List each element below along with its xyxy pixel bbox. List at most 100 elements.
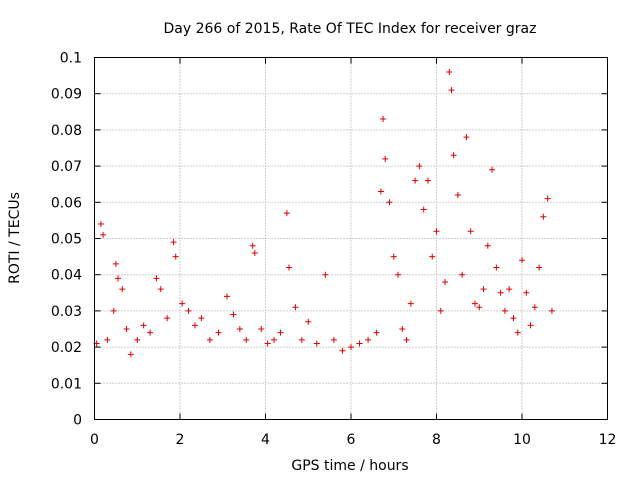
data-point [123, 326, 130, 332]
x-tick-label: 8 [432, 432, 441, 448]
data-point [251, 249, 258, 256]
data-point [243, 336, 250, 343]
data-point [153, 275, 160, 282]
points-layer [93, 68, 555, 358]
data-point [191, 322, 198, 329]
data-point [115, 275, 122, 282]
data-point [373, 329, 380, 336]
data-point [519, 257, 525, 264]
data-point [110, 307, 117, 314]
data-point [97, 221, 104, 228]
data-point [446, 68, 453, 75]
data-point [127, 351, 134, 358]
data-point [412, 177, 419, 184]
data-point [420, 206, 427, 213]
data-point [382, 155, 389, 162]
data-point [185, 307, 192, 314]
y-tick-label: 0.02 [51, 340, 82, 356]
data-point [448, 87, 455, 94]
data-point [100, 231, 107, 238]
chart-title: Day 266 of 2015, Rate Of TEC Index for r… [164, 21, 537, 37]
grid-layer [94, 57, 608, 420]
data-point [514, 329, 521, 336]
data-point [119, 286, 126, 293]
data-point [236, 326, 243, 332]
data-point [258, 326, 265, 332]
data-point [510, 315, 517, 322]
data-point [450, 152, 457, 159]
data-point [170, 239, 177, 246]
data-point [164, 315, 171, 322]
data-point [277, 329, 284, 336]
data-point [454, 192, 461, 199]
data-point [179, 300, 186, 307]
data-point [386, 199, 393, 206]
data-point [493, 264, 500, 271]
data-point [429, 253, 436, 260]
data-point [305, 318, 312, 325]
data-point [215, 329, 222, 336]
data-point [437, 307, 444, 314]
data-point [424, 177, 431, 184]
data-point [476, 304, 483, 311]
data-point [497, 289, 504, 296]
data-point [157, 286, 164, 293]
data-point [523, 289, 530, 296]
data-point [536, 264, 543, 271]
data-point [467, 228, 474, 235]
data-point [463, 134, 470, 141]
data-point [249, 242, 256, 249]
y-tick-label: 0.08 [51, 123, 82, 139]
y-tick-label: 0.09 [51, 87, 82, 103]
y-tick-label: 0.03 [51, 304, 82, 320]
data-point [172, 253, 179, 260]
data-point [356, 340, 363, 347]
x-tick-label: 6 [347, 432, 356, 448]
data-point [501, 307, 508, 314]
data-point [224, 293, 231, 300]
data-point [322, 271, 329, 278]
y-tick-label: 0.01 [51, 376, 82, 392]
y-tick-labels: 0 0.01 0.02 0.03 0.04 0.05 0.06 0.07 0.08 0.09 0.1 [51, 51, 82, 429]
data-point [134, 336, 141, 343]
x-axis-label: GPS time / hours [291, 458, 408, 474]
data-point [286, 264, 293, 271]
data-point [540, 213, 547, 220]
data-point [348, 344, 354, 351]
data-point [206, 336, 213, 343]
x-tick-labels: 0 2 4 6 8 10 12 [90, 432, 616, 448]
y-tick-label: 0.06 [51, 195, 82, 211]
data-point [527, 322, 534, 329]
data-point [365, 336, 372, 343]
data-point [390, 253, 397, 260]
data-point [292, 304, 299, 311]
data-point [433, 228, 440, 235]
data-point [140, 322, 147, 329]
data-point [399, 326, 406, 332]
data-point [283, 210, 290, 217]
y-tick-label: 0.04 [51, 268, 82, 284]
data-point [416, 163, 423, 170]
tick-layer [94, 57, 608, 420]
data-point [442, 278, 449, 285]
y-tick-label: 0.05 [51, 232, 82, 248]
y-axis-label: ROTI / TECUs [7, 192, 23, 284]
data-point [395, 271, 402, 278]
data-point [104, 336, 111, 343]
data-point [198, 315, 205, 322]
data-point [112, 260, 119, 267]
x-tick-label: 4 [261, 432, 270, 448]
data-point [506, 286, 513, 293]
data-point [377, 188, 384, 195]
data-point [489, 166, 496, 173]
data-point [380, 116, 387, 123]
data-point [330, 336, 337, 343]
data-point [339, 347, 346, 354]
x-tick-label: 0 [90, 432, 99, 448]
x-tick-label: 10 [513, 432, 531, 448]
x-tick-label: 12 [599, 432, 617, 448]
data-point [480, 286, 487, 293]
data-point [548, 307, 555, 314]
